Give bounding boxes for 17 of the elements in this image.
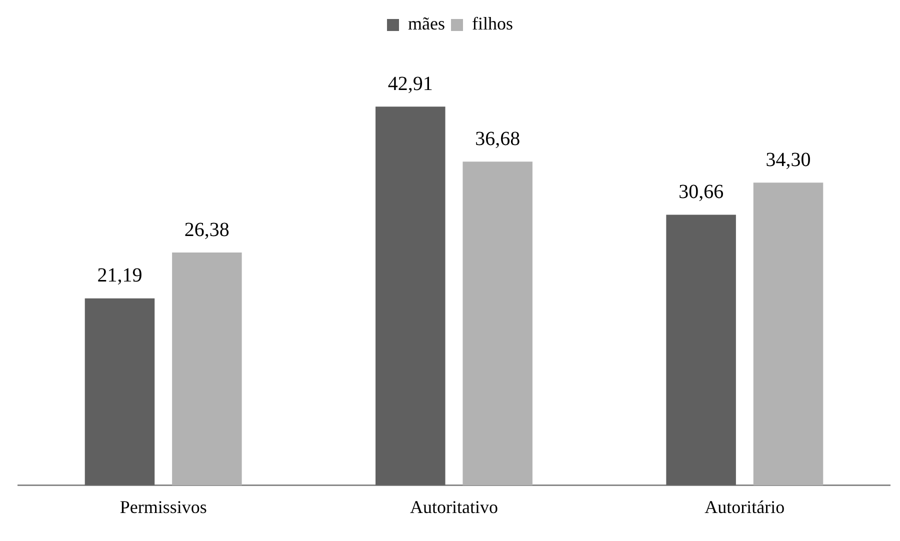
x-tick-label: Autoritativo bbox=[410, 496, 498, 517]
data-label: 26,38 bbox=[184, 218, 230, 241]
legend-label: mães bbox=[408, 14, 445, 34]
data-label: 30,66 bbox=[678, 180, 724, 203]
legend-label: filhos bbox=[472, 14, 514, 34]
data-label: 36,68 bbox=[475, 128, 520, 150]
x-tick-label: Permissivos bbox=[120, 496, 207, 517]
bar bbox=[753, 182, 824, 486]
bar bbox=[376, 106, 446, 486]
bar bbox=[172, 252, 242, 486]
data-label: 42,91 bbox=[388, 72, 433, 95]
bar bbox=[462, 162, 532, 486]
x-tick-label: Autoritário bbox=[704, 496, 785, 517]
bar bbox=[84, 298, 155, 486]
bar bbox=[666, 214, 736, 486]
data-label: 34,30 bbox=[766, 148, 811, 171]
data-label: 21,19 bbox=[97, 264, 142, 287]
